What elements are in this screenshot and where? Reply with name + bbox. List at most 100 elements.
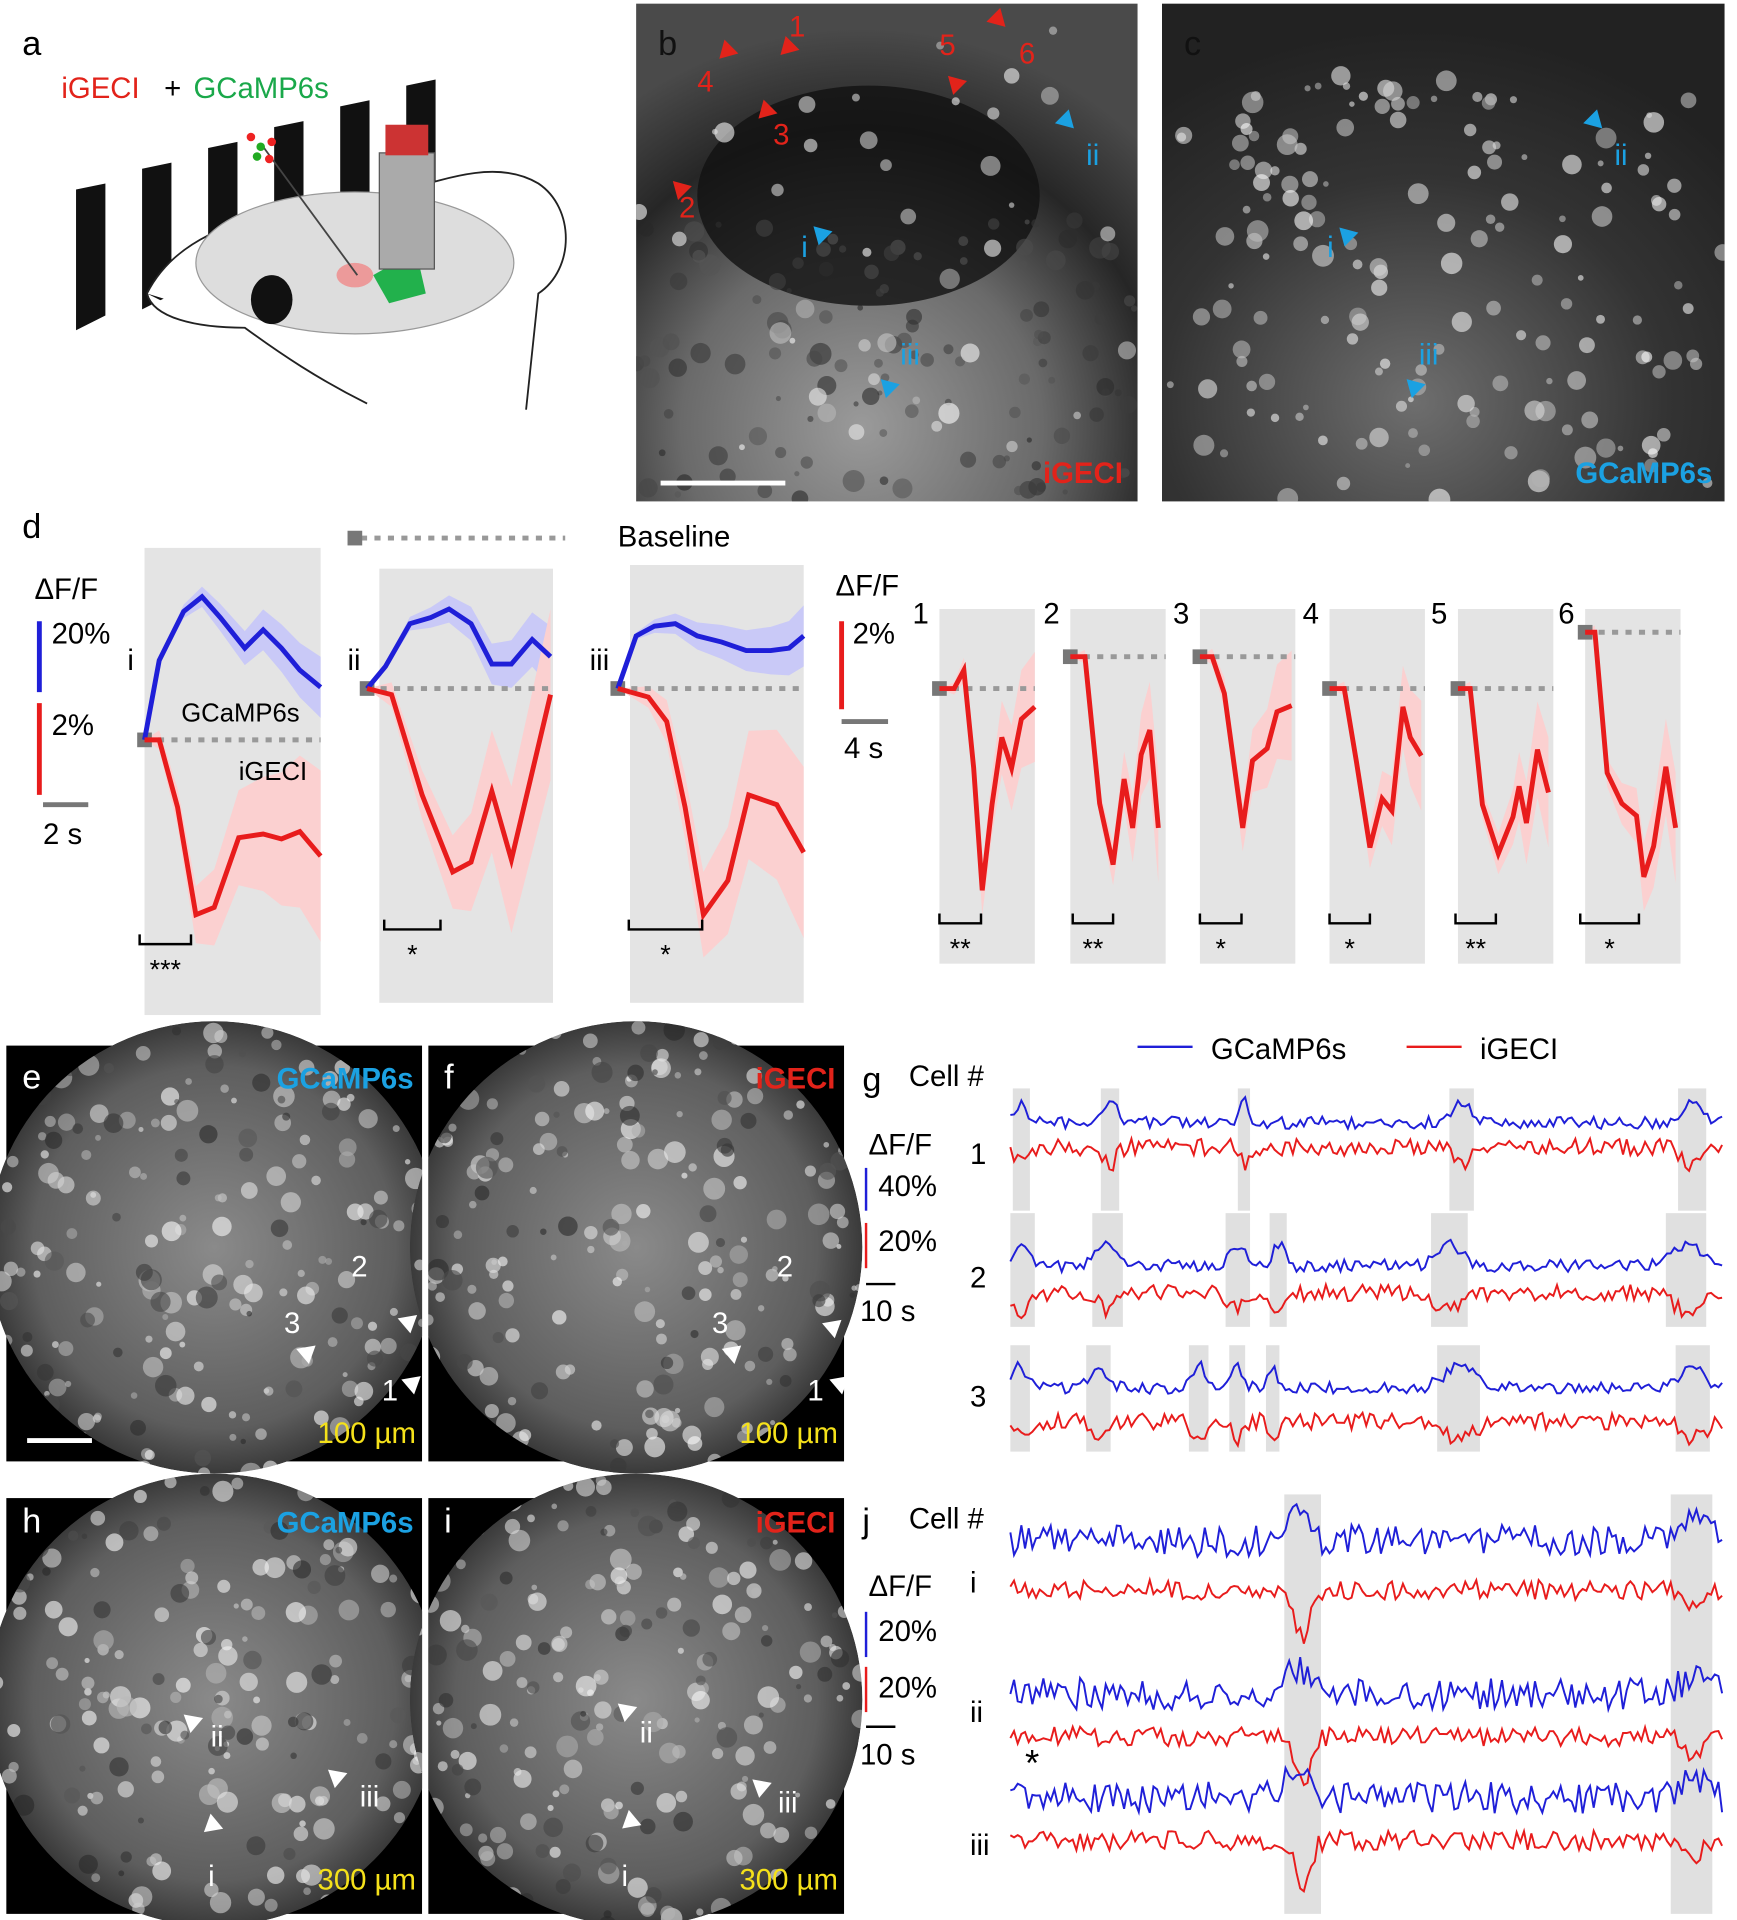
cell-body xyxy=(533,1143,545,1156)
panel-label: f xyxy=(444,1058,454,1096)
cell-body xyxy=(180,1730,190,1740)
cell-body xyxy=(1198,379,1218,399)
cell-body xyxy=(691,1691,710,1710)
cell-body xyxy=(295,1712,314,1731)
cell-body xyxy=(1241,91,1264,114)
cell-body xyxy=(668,358,687,377)
cell-body xyxy=(619,1105,640,1126)
cell-body xyxy=(794,471,800,477)
cell-body xyxy=(0,1347,3,1360)
cell-body xyxy=(199,1125,218,1144)
significance-label: * xyxy=(1215,934,1226,964)
cell-body xyxy=(459,1823,473,1837)
cell-body xyxy=(527,1075,546,1093)
cell-body xyxy=(327,1337,338,1348)
cell-body xyxy=(279,1288,288,1297)
cell-body xyxy=(40,1150,49,1159)
cell-body xyxy=(637,1515,659,1537)
cell-body xyxy=(277,1095,286,1104)
cell-body xyxy=(663,409,674,419)
cell-body xyxy=(63,1021,84,1040)
cell-body xyxy=(214,1694,223,1704)
legend-label: GCaMP6s xyxy=(1211,1033,1346,1066)
cell-body xyxy=(64,1787,80,1804)
cell-body xyxy=(1714,244,1725,261)
cell-body xyxy=(732,1474,745,1486)
cell-body xyxy=(644,1286,651,1293)
cell-body xyxy=(451,1763,464,1776)
cell-body xyxy=(746,1068,763,1084)
cell-body xyxy=(384,1477,394,1487)
cell-body xyxy=(1651,196,1667,212)
cell-body xyxy=(1276,134,1298,156)
cell-body xyxy=(461,1624,470,1634)
cell-body xyxy=(842,470,865,493)
roi-label: ii xyxy=(1614,139,1627,172)
cell-body xyxy=(631,1021,646,1035)
cell-body xyxy=(1240,122,1253,136)
cell-body xyxy=(1521,154,1528,161)
cell-body xyxy=(252,1073,271,1092)
cell-body xyxy=(91,1873,101,1883)
error-band xyxy=(367,609,551,934)
cell-body xyxy=(702,1651,718,1667)
cell-marker-label: 5 xyxy=(939,29,955,62)
cell-body xyxy=(722,1622,741,1641)
cell-body xyxy=(165,1321,186,1342)
cell-body xyxy=(218,1646,238,1666)
cell-body xyxy=(1293,236,1309,252)
cell-body xyxy=(674,1072,682,1079)
cell-body xyxy=(242,1636,248,1642)
cell-body xyxy=(1,1768,17,1784)
arrowhead xyxy=(947,75,968,95)
cell-body xyxy=(1646,112,1653,118)
cell-body xyxy=(1567,371,1587,390)
roi-label: ii xyxy=(1086,139,1099,172)
cell-body xyxy=(55,1667,69,1681)
cell-body xyxy=(1175,126,1193,144)
cell-body xyxy=(1003,455,1010,462)
cell-body xyxy=(174,1098,180,1105)
cell-body xyxy=(817,1666,833,1682)
arrowhead xyxy=(719,39,739,59)
cell-body xyxy=(660,1356,674,1370)
cell-body xyxy=(603,1910,612,1919)
cell-body xyxy=(698,1288,712,1301)
cell-body xyxy=(271,1792,292,1814)
cell-body xyxy=(741,1775,749,1783)
cell-body xyxy=(314,1796,325,1806)
cell-body xyxy=(587,1729,604,1746)
cell-body xyxy=(137,1817,144,1824)
cell-body xyxy=(1524,400,1545,421)
cell-body xyxy=(609,1548,632,1571)
cell-body xyxy=(45,1131,63,1149)
cell-body xyxy=(286,1671,308,1693)
cell-body xyxy=(311,1175,321,1186)
cell-body xyxy=(479,1851,496,1867)
cell-body xyxy=(103,1062,115,1074)
cell-body xyxy=(555,1878,571,1894)
cell-body xyxy=(660,1905,676,1920)
cell-body xyxy=(338,1599,360,1621)
cell-body xyxy=(638,478,658,498)
cell-body xyxy=(823,1141,830,1148)
cell-body xyxy=(300,1031,306,1037)
scale-label: 20% xyxy=(878,1615,937,1648)
cell-body xyxy=(641,1618,653,1630)
cell-body xyxy=(231,1477,244,1490)
cell-body xyxy=(280,1192,301,1213)
cell-body xyxy=(1295,412,1304,422)
cell-body xyxy=(1031,219,1040,228)
cell-body xyxy=(144,1449,155,1460)
cell-body xyxy=(848,1599,860,1611)
cell-body xyxy=(669,272,688,291)
cell-body xyxy=(200,1629,217,1645)
cell-body xyxy=(1674,281,1683,290)
cell-body xyxy=(459,1467,468,1474)
cell-body xyxy=(734,1606,752,1624)
depth-label: 100 µm xyxy=(739,1417,837,1450)
cell-body xyxy=(239,1672,258,1692)
cell-body xyxy=(299,1820,306,1827)
cell-body xyxy=(1231,134,1249,152)
cell-body xyxy=(556,1735,579,1758)
